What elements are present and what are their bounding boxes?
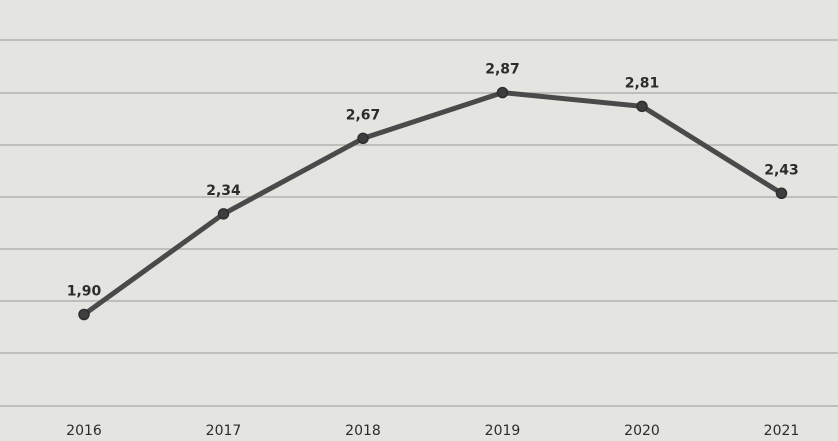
data-point-2019 <box>496 86 509 99</box>
x-tick-2018: 2018 <box>345 423 381 439</box>
x-tick-2020: 2020 <box>624 423 660 439</box>
x-tick-2016: 2016 <box>66 423 102 439</box>
x-tick-2019: 2019 <box>485 423 521 439</box>
gridlines <box>0 39 838 407</box>
data-point-2021 <box>775 187 788 200</box>
data-label-2018: 2,67 <box>346 107 381 123</box>
data-label-2019: 2,87 <box>485 62 520 78</box>
data-point-2018 <box>357 132 369 145</box>
data-point-2016 <box>78 308 90 321</box>
x-axis-tick-labels: 2016 2017 2018 2019 2020 2021 <box>66 423 799 439</box>
series-line <box>81 90 784 317</box>
data-label-2021: 2,43 <box>764 162 799 178</box>
series-line-group <box>81 90 784 317</box>
data-point-2020 <box>636 100 648 113</box>
data-label-2016: 1,90 <box>67 284 102 300</box>
x-tick-2021: 2021 <box>764 423 800 439</box>
data-label-2020: 2,81 <box>625 75 660 91</box>
data-points <box>78 86 788 321</box>
data-labels: 1,90 2,34 2,67 2,87 2,81 2,43 <box>67 62 799 300</box>
x-tick-2017: 2017 <box>206 423 242 439</box>
data-label-2017: 2,34 <box>206 183 241 199</box>
data-point-2017 <box>217 208 230 220</box>
